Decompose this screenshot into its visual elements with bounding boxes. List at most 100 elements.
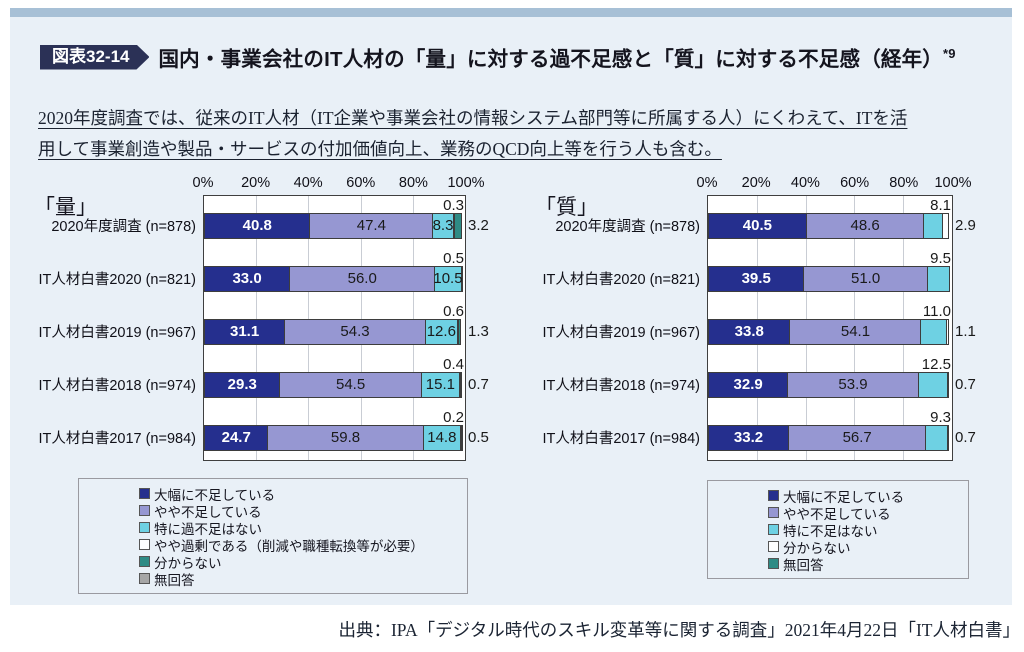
source-citation: 出典：IPA「デジタル時代のスキル変革等に関する調査」2021年4月22日「IT… — [338, 620, 1020, 640]
legend-color-chip — [139, 505, 150, 516]
outside-value-label: 0.7 — [955, 376, 976, 393]
bar-value-label: 53.9 — [838, 376, 868, 393]
chart-quality-plot-area: 8.1 40.5 48.6 2.9 9.5 39.5 51.0 11.0 33.8 54.1 1.1… — [707, 195, 976, 461]
bar-value-label: 12.6 — [426, 323, 456, 340]
figure-header: 図表32-14 国内・事業会社のIT人材の「量」に対する過不足感と「質」に対する… — [40, 42, 956, 72]
row-label: IT人材白書2020 (n=821) — [38, 272, 196, 288]
row-label: IT人材白書2018 (n=974) — [542, 378, 700, 394]
legend-label: 分からない — [783, 540, 851, 556]
chart-quality-label: 「質」 — [535, 196, 598, 219]
bar-segment — [461, 425, 464, 451]
note-line-2: 用して事業創造や製品・サービスの付加価値向上、業務のQCD向上等を行う人も含む。 — [38, 139, 722, 159]
row-label: IT人材白書2019 (n=967) — [38, 325, 196, 341]
bar-value-label: 47.4 — [356, 217, 386, 234]
bar-value-label: 10.5 — [433, 270, 463, 287]
chart-quality: 「質」 2020年度調査 (n=878) IT人材白書2020 (n=821) IT… — [507, 175, 1012, 465]
bar-segment: 33.2 — [708, 425, 789, 451]
bar-segment — [942, 213, 950, 239]
row-label: IT人材白書2020 (n=821) — [542, 272, 700, 288]
bar-segment — [460, 266, 463, 292]
bar-segment: 54.5 — [279, 372, 422, 398]
legend-item: やや過剰である（削減や職種転換等が必要） — [139, 536, 459, 554]
legend-item: 大幅に不足している — [768, 487, 960, 505]
bar-row: 11.0 33.8 54.1 1.1 — [708, 302, 976, 355]
stacked-bar: 32.9 53.9 — [708, 372, 952, 398]
above-value-label: 8.1 — [930, 197, 951, 214]
bar-value-label: 40.8 — [242, 217, 272, 234]
row-label: IT人材白書2017 (n=984) — [38, 431, 196, 447]
bar-value-label: 56.7 — [842, 429, 872, 446]
above-value-label: 0.2 — [443, 409, 464, 426]
outside-value-label: 3.2 — [468, 217, 489, 234]
legend-color-chip — [139, 573, 150, 584]
stacked-bar: 39.5 51.0 — [708, 266, 952, 292]
legend-color-chip — [139, 522, 150, 533]
bar-row: 9.5 39.5 51.0 — [708, 249, 952, 302]
bar-value-label: 56.0 — [347, 270, 377, 287]
above-value-label: 9.3 — [930, 409, 951, 426]
bar-segment — [947, 372, 950, 398]
tick-label: 60% — [840, 175, 870, 191]
stacked-bar: 33.2 56.7 — [708, 425, 952, 451]
legend-label: 特に不足はない — [783, 523, 878, 539]
outside-value-label: 2.9 — [955, 217, 976, 234]
bar-value-label: 29.3 — [227, 376, 257, 393]
chart-quality-category-labels: 2020年度調査 (n=878) IT人材白書2020 (n=821) IT人材白書… — [507, 175, 707, 461]
bar-value-label: 33.8 — [734, 323, 764, 340]
chart-quantity: 「量」 2020年度調査 (n=878) IT人材白書2020 (n=821) IT… — [10, 175, 507, 465]
figure-panel: 図表32-14 国内・事業会社のIT人材の「量」に対する過不足感と「質」に対する… — [10, 17, 1012, 605]
row-label: 2020年度調査 (n=878) — [555, 219, 700, 235]
legend-color-chip — [139, 556, 150, 567]
figure-title-text: 国内・事業会社のIT人材の「量」に対する過不足感と「質」に対する不足感（経年） — [158, 48, 943, 71]
tick-label: 100% — [447, 175, 485, 191]
above-value-label: 11.0 — [922, 303, 951, 320]
stacked-bar: 33.8 54.1 — [708, 319, 952, 345]
legend-item: 無回答 — [768, 555, 960, 573]
row-label: 2020年度調査 (n=878) — [51, 219, 196, 235]
bar-value-label: 54.3 — [340, 323, 370, 340]
bar-row: 0.5 33.0 56.0 10.5 — [204, 249, 465, 302]
bar-segment: 33.8 — [708, 319, 791, 345]
bar-row: 0.2 24.7 59.8 14.8 0.5 — [204, 408, 489, 461]
figure-number-badge: 図表32-14 — [40, 45, 149, 70]
stacked-bar: 40.5 48.6 — [708, 213, 952, 239]
bar-segment: 8.3 — [432, 213, 454, 239]
bar-value-label: 14.8 — [427, 429, 457, 446]
bar-row: 0.6 31.1 54.3 12.6 1.3 — [204, 302, 489, 355]
bar-segment: 40.5 — [708, 213, 807, 239]
legend-color-chip — [139, 539, 150, 550]
bar-value-label: 51.0 — [850, 270, 881, 287]
bar-segment: 40.8 — [204, 213, 311, 239]
bar-segment — [946, 319, 949, 345]
chart-quality-grid: 2020年度調査 (n=878) IT人材白書2020 (n=821) IT人材白書… — [507, 175, 976, 461]
legend-label: 特に過不足はない — [154, 521, 262, 537]
legend-label: やや不足している — [783, 506, 891, 522]
tick-label: 40% — [790, 175, 820, 191]
bar-value-label: 24.7 — [221, 429, 251, 446]
bar-value-label: 39.5 — [741, 270, 771, 287]
charts-row: 「量」 2020年度調査 (n=878) IT人材白書2020 (n=821) IT… — [10, 175, 1012, 465]
bar-segment: 15.1 — [420, 372, 461, 398]
above-value-label: 12.5 — [921, 356, 951, 373]
legend-quality: 大幅に不足している やや不足している 特に不足はない 分からない 無回答 — [707, 480, 969, 579]
chart-quality-plot-wrap: 0% 20% 40% 60% 80% 100% 8.1 40.5 48.6 2.9 9.5 39.5… — [697, 175, 976, 461]
bar-row: 8.1 40.5 48.6 2.9 — [708, 196, 976, 249]
row-label: IT人材白書2019 (n=967) — [542, 325, 700, 341]
above-value-label: 0.6 — [443, 303, 464, 320]
bar-segment: 29.3 — [204, 372, 281, 398]
bar-segment: 47.4 — [309, 213, 434, 239]
bar-segment: 14.8 — [422, 425, 462, 451]
legend-color-chip — [768, 507, 779, 518]
bar-segment — [925, 425, 949, 451]
legend-item: 分からない — [139, 553, 459, 571]
outside-value-label: 0.7 — [468, 376, 489, 393]
bar-segment — [917, 372, 949, 398]
above-value-label: 0.3 — [443, 197, 464, 214]
bar-value-label: 31.1 — [229, 323, 260, 340]
above-value-label: 0.5 — [443, 250, 464, 267]
figure-title: 国内・事業会社のIT人材の「量」に対する過不足感と「質」に対する不足感（経年）*… — [158, 42, 955, 72]
tick-label: 0% — [192, 175, 214, 191]
bar-segment — [457, 319, 462, 345]
bar-segment: 56.7 — [788, 425, 927, 451]
chart-quality-axis-ticks: 0% 20% 40% 60% 80% 100% — [697, 175, 972, 195]
